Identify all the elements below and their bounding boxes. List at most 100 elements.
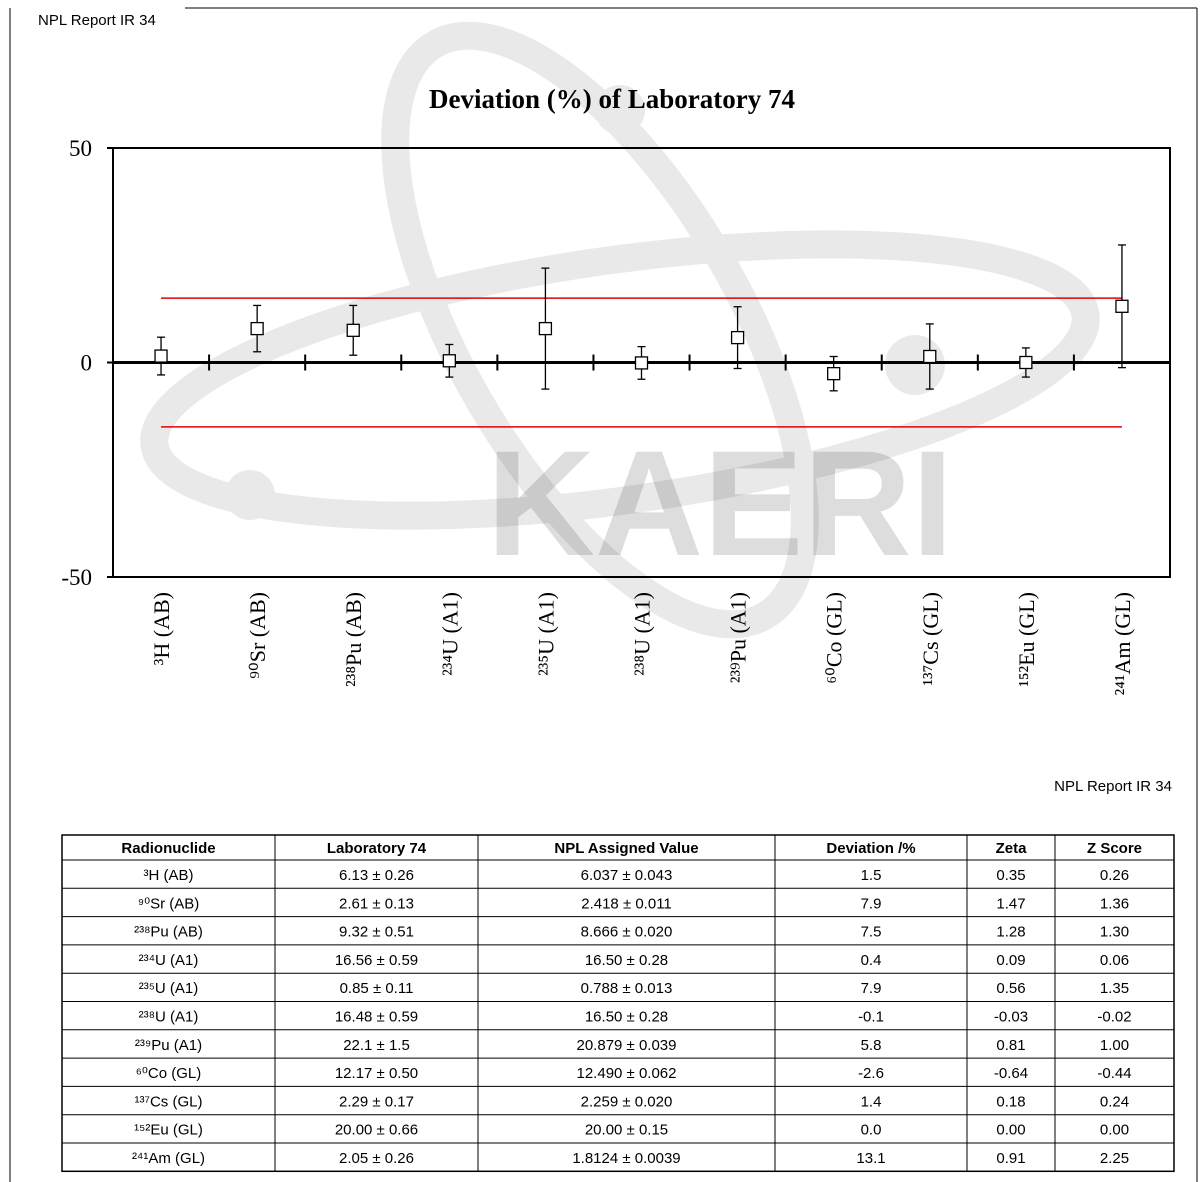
table-cell: 12.17 ± 0.50 bbox=[335, 1065, 418, 1082]
table-cell: 20.00 ± 0.15 bbox=[585, 1122, 668, 1139]
y-tick-label: 50 bbox=[69, 136, 92, 161]
table-cell: 16.50 ± 0.28 bbox=[585, 952, 668, 969]
marker bbox=[634, 356, 649, 370]
marker bbox=[538, 321, 553, 336]
table-header: Z Score bbox=[1087, 840, 1142, 857]
marker bbox=[1115, 299, 1129, 313]
table-cell: 13.1 bbox=[856, 1150, 885, 1167]
table-header: Zeta bbox=[996, 840, 1028, 857]
table-cell: 0.788 ± 0.013 bbox=[581, 980, 673, 997]
header: NPL Report IR 34 bbox=[1054, 778, 1172, 795]
marker bbox=[923, 349, 937, 364]
marker bbox=[730, 330, 745, 345]
table-cell: 0.00 bbox=[996, 1122, 1025, 1139]
table-cell: 0.35 bbox=[996, 867, 1025, 884]
marker bbox=[346, 323, 360, 337]
table-cell: 0.09 bbox=[996, 952, 1025, 969]
table-cell: 0.4 bbox=[861, 952, 882, 969]
x-tick-label: ³H (AB) bbox=[149, 592, 174, 665]
table-cell: 1.4 bbox=[861, 1093, 882, 1110]
watermark: KAERI bbox=[487, 419, 954, 587]
x-tick-label: ⁶⁰Co (GL) bbox=[822, 592, 847, 684]
table-cell: 1.00 bbox=[1100, 1037, 1129, 1054]
table-cell: 0.18 bbox=[996, 1093, 1025, 1110]
table-cell: -0.44 bbox=[1097, 1065, 1131, 1082]
table-frame bbox=[61, 834, 1175, 1173]
table-cell: 7.9 bbox=[861, 980, 882, 997]
table-cell: ³H (AB) bbox=[144, 867, 194, 884]
table-cell: ²³⁵U (A1) bbox=[139, 980, 199, 997]
x-tick-label: ²³⁵U (A1) bbox=[533, 592, 558, 676]
watermark-atom bbox=[140, 21, 1100, 639]
table-cell: 1.28 bbox=[996, 924, 1025, 941]
table-cell: 22.1 ± 1.5 bbox=[343, 1037, 410, 1054]
table-cell: 16.48 ± 0.59 bbox=[335, 1009, 418, 1026]
table-cell: 0.24 bbox=[1100, 1093, 1129, 1110]
table-cell: ¹³⁷Cs (GL) bbox=[135, 1093, 203, 1110]
table-cell: 1.47 bbox=[996, 895, 1025, 912]
table-cell: ²³⁹Pu (A1) bbox=[135, 1037, 202, 1054]
table-cell: 12.490 ± 0.062 bbox=[577, 1065, 677, 1082]
x-tick-label: ²³⁹Pu (A1) bbox=[726, 592, 751, 683]
chart-title: Deviation (%) of Laboratory 74 bbox=[429, 84, 795, 114]
table-cell: 0.06 bbox=[1100, 952, 1129, 969]
table-cell: 7.9 bbox=[861, 895, 882, 912]
table-cell: -2.6 bbox=[858, 1065, 884, 1082]
table-cell: -0.03 bbox=[994, 1009, 1028, 1026]
table-cell: 1.36 bbox=[1100, 895, 1129, 912]
table-cell: 2.29 ± 0.17 bbox=[339, 1093, 414, 1110]
table-cell: 0.26 bbox=[1100, 867, 1129, 884]
table-cell: 0.85 ± 0.11 bbox=[340, 980, 414, 997]
table-cell: 2.61 ± 0.13 bbox=[339, 895, 414, 912]
marker bbox=[250, 321, 264, 336]
table-cell: 0.81 bbox=[996, 1037, 1025, 1054]
table-cell: ²³⁸U (A1) bbox=[139, 1009, 199, 1026]
marker bbox=[442, 354, 456, 368]
table-cell: 2.418 ± 0.011 bbox=[581, 895, 672, 912]
table-cell: 1.5 bbox=[861, 867, 882, 884]
table-cell: 2.05 ± 0.26 bbox=[339, 1150, 414, 1167]
table-cell: 6.037 ± 0.043 bbox=[581, 867, 673, 884]
x-tick-label: ¹⁵²Eu (GL) bbox=[1014, 592, 1039, 687]
y-tick-label: -50 bbox=[61, 565, 92, 590]
y-tick-label: 0 bbox=[81, 351, 93, 376]
table-cell: 0.56 bbox=[996, 980, 1025, 997]
table-cell: 6.13 ± 0.26 bbox=[339, 867, 414, 884]
table-cell: 9.32 ± 0.51 bbox=[339, 924, 414, 941]
table-cell: 0.91 bbox=[996, 1150, 1025, 1167]
table-cell: 0.0 bbox=[861, 1122, 882, 1139]
table-cell: ²³⁴U (A1) bbox=[139, 952, 199, 969]
table-cell: 2.259 ± 0.020 bbox=[581, 1093, 673, 1110]
marker bbox=[154, 349, 168, 363]
table-cell: 16.50 ± 0.28 bbox=[585, 1009, 668, 1026]
table-header: NPL Assigned Value bbox=[554, 840, 698, 857]
x-tick-label: ⁹⁰Sr (AB) bbox=[245, 592, 270, 679]
table-cell: ⁶⁰Co (GL) bbox=[136, 1065, 202, 1082]
table-cell: 1.8124 ± 0.0039 bbox=[572, 1150, 680, 1167]
table-cell: -0.64 bbox=[994, 1065, 1028, 1082]
x-tick-label: ²⁴¹Am (GL) bbox=[1110, 592, 1135, 695]
table-cell: 20.00 ± 0.66 bbox=[335, 1122, 418, 1139]
table-cell: 7.5 bbox=[861, 924, 882, 941]
table-header: Laboratory 74 bbox=[327, 840, 427, 857]
table-cell: 2.25 bbox=[1100, 1150, 1129, 1167]
header: NPL Report IR 34 bbox=[38, 12, 156, 29]
table-cell: 1.35 bbox=[1100, 980, 1129, 997]
table-cell: 0.00 bbox=[1100, 1122, 1129, 1139]
x-tick-label: ²³⁸U (A1) bbox=[630, 592, 655, 676]
table-header: Deviation /% bbox=[826, 840, 915, 857]
table-cell: 1.30 bbox=[1100, 924, 1129, 941]
table-header: Radionuclide bbox=[121, 840, 215, 857]
x-tick-label: ²³⁸Pu (AB) bbox=[341, 592, 366, 687]
table-cell: 5.8 bbox=[861, 1037, 882, 1054]
table-cell: -0.1 bbox=[858, 1009, 884, 1026]
table-cell: 16.56 ± 0.59 bbox=[335, 952, 418, 969]
table-cell: ²⁴¹Am (GL) bbox=[132, 1150, 205, 1167]
x-tick-label: ²³⁴U (A1) bbox=[437, 592, 462, 676]
table-cell: -0.02 bbox=[1097, 1009, 1131, 1026]
marker bbox=[827, 367, 841, 381]
marker bbox=[1019, 355, 1033, 370]
table-cell: ²³⁸Pu (AB) bbox=[134, 924, 203, 941]
